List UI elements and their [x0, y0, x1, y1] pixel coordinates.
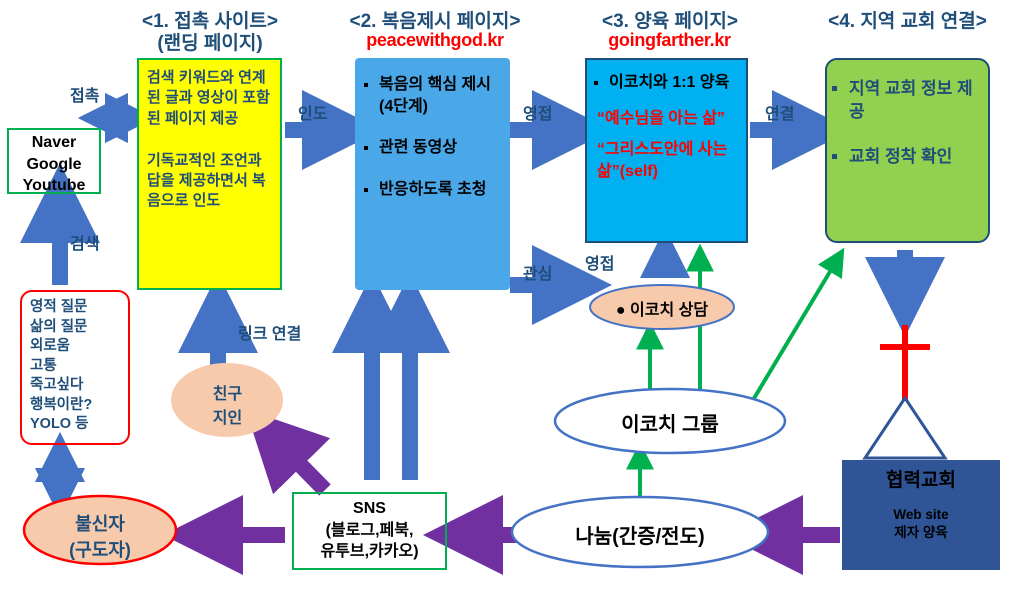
search-engine-2: Google: [9, 154, 99, 176]
church-item-2: 교회 정착 확인: [849, 146, 980, 169]
seeker-l2: (구도자): [35, 536, 165, 562]
search-engine-1: Naver: [9, 132, 99, 154]
label-accept2: 영접: [585, 250, 614, 274]
questions-box: 영적 질문 삶의 질문 외로움 고통 죽고싶다 행복이란? YOLO 등: [20, 290, 130, 445]
church-item-1: 지역 교회 정보 제공: [849, 78, 980, 124]
stage1-subtitle: (랜딩 페이지): [110, 28, 310, 55]
gospel-item-1: 복음의 핵심 제시 (4단계): [379, 74, 500, 117]
gospel-box: 복음의 핵심 제시 (4단계) 관련 동영상 반응하도록 초청: [355, 58, 510, 290]
partner-l1: 협력교회: [842, 468, 1000, 494]
q6: 행복이란?: [30, 396, 120, 416]
label-lead: 인도: [298, 100, 327, 124]
search-engines-box: Naver Google Youtube: [7, 128, 101, 194]
friend-ellipse: 친구 지인: [180, 380, 275, 428]
search-engine-3: Youtube: [9, 175, 99, 197]
gospel-item-3: 반응하도록 초청: [379, 179, 500, 201]
partner-l3: 제자 양육: [842, 524, 1000, 542]
label-accept: 영접: [523, 100, 552, 124]
sns-l1: SNS: [294, 498, 445, 520]
label-link: 링크 연결: [238, 320, 301, 344]
q2: 삶의 질문: [30, 318, 120, 338]
partner-church-box: 협력교회 Web site 제자 양육: [842, 460, 1000, 570]
stage2-title: <2. 복음제시 페이지>: [330, 6, 540, 33]
sns-l3: 유투브,카카오): [294, 541, 445, 563]
label-connect: 연결: [765, 100, 794, 124]
q5: 죽고싶다: [30, 376, 120, 396]
friend-l1: 친구: [180, 380, 275, 404]
q3: 외로움: [30, 337, 120, 357]
friend-l2: 지인: [180, 404, 275, 428]
landing-text-1: 검색 키워드와 연계된 글과 영상이 포함된 페이지 제공: [147, 68, 272, 129]
label-interest: 관심: [523, 260, 552, 284]
stage2-url: peacewithgod.kr: [335, 30, 535, 51]
ecoach-group-ellipse: 이코치 그룹: [580, 408, 760, 437]
q4: 고통: [30, 357, 120, 377]
church-box: 지역 교회 정보 제공 교회 정착 확인: [825, 58, 990, 243]
seeker-l1: 불신자: [35, 510, 165, 536]
q7: YOLO 등: [30, 415, 120, 435]
seeker-ellipse: 불신자 (구도자): [35, 510, 165, 562]
stage4-title: <4. 지역 교회 연결>: [800, 6, 1015, 33]
sharing-ellipse: 나눔(간증/전도): [525, 520, 755, 549]
gospel-item-2: 관련 동영상: [379, 137, 500, 159]
nurture-box: 이코치와 1:1 양육 “예수님을 아는 삶” “그리스도안에 사는 삶”(se…: [585, 58, 748, 243]
sns-l2: (블로그,페북,: [294, 520, 445, 542]
stage3-url: goingfarther.kr: [582, 30, 757, 51]
sns-box: SNS (블로그,페북, 유투브,카카오): [292, 492, 447, 570]
q1: 영적 질문: [30, 298, 120, 318]
nurture-item-1: 이코치와 1:1 양육: [609, 72, 738, 94]
nurture-red-2: “그리스도안에 사는 삶”(self): [587, 139, 746, 182]
landing-box: 검색 키워드와 연계된 글과 영상이 포함된 페이지 제공 기독교적인 조언과 …: [137, 58, 282, 290]
label-contact: 접촉: [70, 82, 99, 106]
nurture-red-1: “예수님을 아는 삶”: [587, 108, 746, 130]
ecoach-consult-text: 이코치 상담: [630, 302, 708, 319]
partner-l2: Web site: [842, 506, 1000, 524]
landing-text-2: 기독교적인 조언과 답을 제공하면서 복음으로 인도: [147, 151, 272, 212]
ecoach-consult-ellipse: ● 이코치 상담: [597, 296, 727, 320]
label-search: 검색: [70, 230, 99, 254]
stage3-title: <3. 양육 페이지>: [575, 6, 765, 33]
